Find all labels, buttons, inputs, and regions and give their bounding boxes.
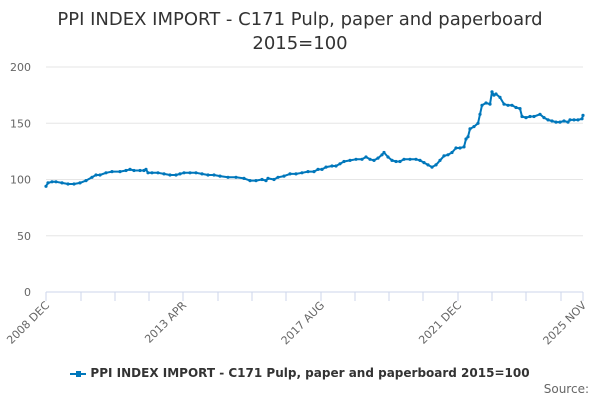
y-tick-label: 100 [10, 174, 31, 187]
gridlines [46, 66, 583, 237]
legend-line-icon [70, 369, 87, 379]
y-tick-label: 150 [10, 117, 31, 130]
x-tick-label: 2021 DEC [416, 299, 464, 347]
chart-title: PPI INDEX IMPORT - C171 Pulp, paper and … [0, 8, 600, 56]
legend-label: PPI INDEX IMPORT - C171 Pulp, paper and … [90, 366, 530, 380]
source-credit: Source: [543, 382, 589, 396]
x-tick-label: 2017 AUG [279, 299, 328, 348]
x-axis: 2008 DEC 2013 APR 2017 AUG 2021 DEC 2025 NOV [4, 291, 590, 348]
y-tick-label: 50 [17, 230, 31, 243]
chart-title-line-2: 2015=100 [252, 33, 348, 54]
y-tick-label: 200 [10, 61, 31, 74]
y-tick-label: 0 [24, 286, 31, 299]
x-tick-label: 2013 APR [142, 299, 189, 346]
legend-item[interactable]: PPI INDEX IMPORT - C171 Pulp, paper and … [0, 366, 600, 380]
y-axis: 0 50 100 150 200 [10, 61, 31, 299]
x-tick-label: 2008 DEC [4, 299, 52, 347]
x-tick-label: 2025 NOV [541, 299, 590, 348]
chart-title-line-1: PPI INDEX IMPORT - C171 Pulp, paper and … [57, 9, 543, 30]
series-markers [44, 90, 585, 188]
